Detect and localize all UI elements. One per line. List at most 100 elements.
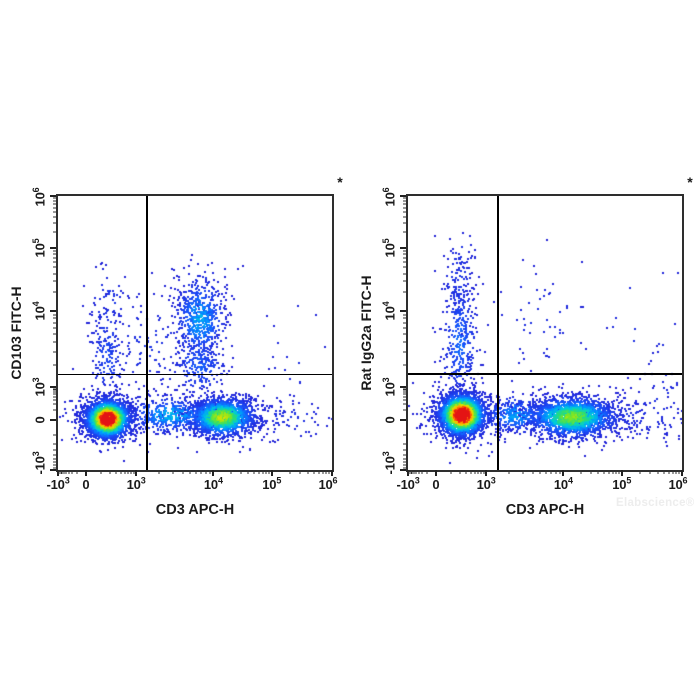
x-minor-tick (672, 470, 674, 474)
y-minor-tick (52, 211, 56, 213)
x-minor-tick (115, 470, 117, 474)
x-minor-tick (289, 470, 291, 474)
x-major-tick (84, 470, 87, 476)
x-minor-tick (668, 470, 670, 474)
y-minor-tick (402, 216, 406, 218)
tick-label: 106 (381, 187, 398, 207)
x-minor-tick (120, 470, 122, 474)
y-minor-tick (52, 216, 56, 218)
x-minor-tick (480, 470, 482, 474)
tick-label: -103 (46, 475, 70, 492)
flow-plot-rat-igg2a: Rat IgG2a FITC-H 106 105 104 103 0 -103 -103 0… (350, 0, 700, 700)
y-minor-tick (52, 207, 56, 208)
y-minor-tick (52, 314, 56, 316)
x-minor-tick (657, 470, 659, 474)
x-minor-tick (100, 470, 102, 474)
tick-label: 105 (31, 238, 48, 258)
y-minor-tick (402, 314, 406, 316)
y-minor-tick (52, 322, 56, 324)
y-major-tick (400, 419, 406, 422)
tick-label: 103 (31, 377, 48, 397)
y-minor-tick (52, 203, 56, 205)
tick-label: 105 (612, 475, 632, 492)
x-minor-tick (608, 470, 610, 474)
x-minor-tick (307, 470, 309, 474)
flow-plot-cd103: CD103 FITC-H 106 105 104 103 0 -103 -103 0 103 1… (8, 174, 343, 518)
y-major-tick (50, 419, 56, 422)
x-minor-tick (182, 470, 184, 474)
x-minor-tick (325, 470, 327, 474)
x-minor-tick (411, 470, 413, 474)
x-minor-tick (477, 470, 479, 474)
x-minor-tick (76, 470, 78, 474)
y-minor-tick (402, 399, 406, 401)
x-axis-title: CD3 APC-H (505, 502, 585, 518)
x-minor-tick (539, 470, 541, 474)
y-minor-tick (52, 403, 56, 405)
x-minor-tick (322, 470, 324, 474)
x-minor-tick (133, 470, 135, 474)
x-minor-tick (299, 470, 301, 474)
x-major-tick (331, 470, 333, 476)
x-minor-tick (60, 470, 62, 474)
x-minor-tick (678, 470, 680, 474)
tick-label: 104 (381, 301, 398, 321)
y-major-tick (50, 247, 56, 250)
y-major-tick (400, 310, 406, 313)
y-minor-tick (52, 261, 56, 263)
x-minor-tick (109, 470, 110, 474)
x-minor-tick (597, 470, 599, 474)
x-minor-tick (649, 470, 651, 474)
x-major-tick (407, 470, 409, 476)
x-minor-tick (230, 470, 232, 474)
x-minor-tick (474, 470, 476, 474)
y-minor-tick (402, 391, 406, 393)
plot-frame (56, 194, 334, 472)
x-minor-tick (130, 470, 132, 474)
x-minor-tick (426, 470, 428, 474)
y-minor-tick (402, 327, 406, 329)
y-minor-tick (52, 253, 56, 255)
x-minor-tick (189, 470, 191, 474)
y-minor-tick (52, 222, 56, 224)
y-minor-tick (52, 389, 56, 391)
y-minor-tick (402, 409, 406, 411)
y-minor-tick (52, 273, 56, 275)
tick-label: 103 (476, 475, 496, 492)
x-minor-tick (618, 470, 620, 474)
x-minor-tick (63, 470, 65, 474)
y-minor-tick (402, 434, 406, 436)
tick-label: -103 (381, 451, 398, 475)
y-major-tick (50, 195, 56, 197)
x-minor-tick (124, 470, 126, 474)
scatter-canvas (408, 196, 682, 470)
y-minor-tick (402, 250, 406, 252)
tick-label: 0 (82, 477, 90, 492)
x-tick-labels: -103 0 103 104 105 106 (396, 475, 687, 495)
plot-frame (406, 194, 684, 472)
y-major-tick (400, 385, 406, 388)
x-minor-tick (410, 470, 412, 474)
y-minor-tick (52, 396, 56, 398)
y-minor-tick (52, 443, 56, 445)
x-axis-title: CD3 APC-H (155, 502, 235, 518)
x-minor-tick (508, 470, 510, 474)
x-major-tick (135, 470, 138, 476)
x-minor-tick (612, 470, 614, 474)
x-major-tick (485, 470, 488, 476)
x-minor-tick (195, 470, 197, 474)
y-minor-tick (402, 261, 406, 263)
y-minor-tick (402, 389, 406, 391)
quadrant-hline (408, 373, 682, 375)
y-major-tick (400, 195, 406, 197)
tick-label: 0 (32, 416, 48, 424)
x-minor-tick (158, 470, 160, 474)
y-minor-tick (402, 333, 406, 335)
tick-label: 103 (381, 377, 398, 397)
x-minor-tick (675, 470, 677, 474)
tick-label: 103 (126, 475, 146, 492)
x-minor-tick (413, 470, 415, 474)
y-minor-tick (52, 200, 56, 202)
tick-label: 104 (31, 301, 48, 321)
tick-label: 105 (262, 475, 282, 492)
